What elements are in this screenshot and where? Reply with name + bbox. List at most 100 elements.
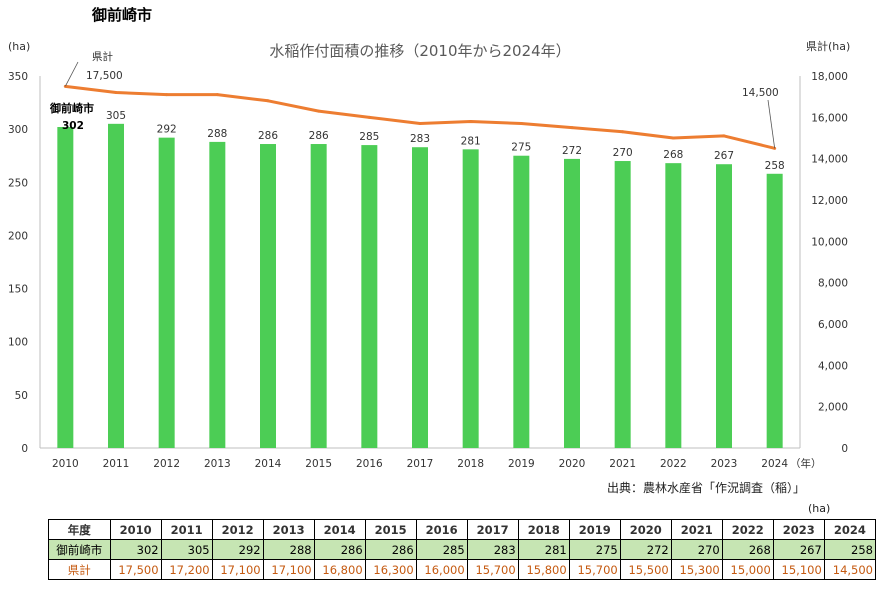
table-header-year: 2012 <box>211 519 264 540</box>
line-point <box>215 93 219 97</box>
y-tick-label-left: 0 <box>21 443 28 455</box>
table-cell: 285 <box>415 539 468 560</box>
line-point <box>722 134 726 138</box>
table-cell: 275 <box>568 539 621 560</box>
table-header-year: 2015 <box>364 519 417 540</box>
table-cell: 270 <box>670 539 723 560</box>
bar-value-label: 268 <box>663 149 683 161</box>
table-row-label: 御前崎市 <box>48 539 111 560</box>
line-point <box>570 126 574 130</box>
y-tick-label-left: 100 <box>8 337 28 349</box>
line-point <box>469 119 473 123</box>
table-cell: 302 <box>109 539 162 560</box>
table-header-year: 2013 <box>262 519 315 540</box>
table-row-pref: 県計 17,500 17,200 17,100 17,100 16,800 16,300 16… <box>48 559 876 580</box>
x-tick-label: 2022 <box>660 458 687 470</box>
table-cell: 267 <box>772 539 825 560</box>
bar <box>310 144 327 448</box>
x-tick-label: 2018 <box>457 458 484 470</box>
x-tick-label: 2013 <box>204 458 231 470</box>
table-cell: 286 <box>364 539 417 560</box>
y-tick-label-left: 300 <box>8 124 28 136</box>
table-cell: 281 <box>517 539 570 560</box>
bar <box>108 123 124 448</box>
x-tick-label: 2011 <box>103 458 130 470</box>
bar-series-label: 御前崎市 <box>49 101 94 115</box>
y-tick-label-right: 18,000 <box>811 71 848 83</box>
table-cell: 283 <box>466 539 519 560</box>
line-start-value: 17,500 <box>86 70 123 82</box>
table-header-year: 2014 <box>313 519 366 540</box>
table-cell: 15,100 <box>772 559 825 580</box>
y-tick-label-right: 0 <box>841 443 848 455</box>
bar-value-label: 286 <box>258 130 278 142</box>
x-tick-label: 2019 <box>508 458 535 470</box>
x-tick-label: 2015 <box>305 458 332 470</box>
table-cell: 15,800 <box>517 559 570 580</box>
table-header-label: 年度 <box>48 519 111 540</box>
chart-title: 水稲作付面積の推移（2010年から2024年） <box>269 42 570 60</box>
y-tick-label-right: 8,000 <box>818 278 848 290</box>
y-tick-label-right: 2,000 <box>818 402 848 414</box>
line-point <box>418 122 422 126</box>
table-cell: 16,300 <box>364 559 417 580</box>
line-end-leader <box>767 99 776 149</box>
line-point <box>367 115 371 119</box>
bar <box>766 173 783 449</box>
y-tick-label-right: 16,000 <box>811 112 848 124</box>
line-point <box>317 109 321 113</box>
x-tick-label: 2020 <box>559 458 586 470</box>
table-cell: 17,100 <box>211 559 264 580</box>
table-cell: 258 <box>823 539 876 560</box>
line-point <box>266 99 270 103</box>
line-point <box>519 122 523 126</box>
x-tick-label: 2012 <box>153 458 180 470</box>
table-cell: 16,800 <box>313 559 366 580</box>
table-cell: 14,500 <box>823 559 876 580</box>
bar <box>564 158 580 448</box>
line-start-leader <box>64 61 79 87</box>
bar-value-label: 272 <box>562 145 582 157</box>
line-point <box>114 91 118 95</box>
y-tick-label-right: 4,000 <box>818 360 848 372</box>
table-cell: 16,000 <box>415 559 468 580</box>
bar-value-label: 270 <box>613 147 633 159</box>
line-series-label: 県計 <box>92 50 113 63</box>
bar <box>260 144 276 448</box>
bar-value-label: 281 <box>461 135 481 147</box>
bar <box>57 127 74 448</box>
bar-value-label: 267 <box>714 150 734 162</box>
y-tick-label-left: 200 <box>8 230 28 242</box>
bar-value-label: 275 <box>511 142 531 154</box>
bar <box>412 147 428 448</box>
x-tick-label: 2014 <box>255 458 282 470</box>
x-tick-label: 2010 <box>52 458 79 470</box>
y-tick-label-left: 50 <box>15 390 28 402</box>
y-axis-unit-left: (ha) <box>8 40 30 53</box>
bar-value-label: 286 <box>309 130 329 142</box>
bar-value-label: 285 <box>359 131 379 143</box>
table-cell: 288 <box>262 539 315 560</box>
bar-value-label: 288 <box>207 128 227 140</box>
table-row-label: 県計 <box>48 559 111 580</box>
chart: 水稲作付面積の推移（2010年から2024年） (ha) 県計(ha) 0 50 100 1… <box>8 39 850 470</box>
bar <box>462 149 479 448</box>
bar-value-label: 258 <box>765 160 785 172</box>
page-heading: 御前崎市 <box>92 6 153 24</box>
y-tick-label-right: 10,000 <box>811 236 848 248</box>
table-cell: 15,300 <box>670 559 723 580</box>
table-cell: 15,500 <box>619 559 672 580</box>
x-tick-label: 2021 <box>609 458 636 470</box>
line-point <box>165 93 169 97</box>
bar-value-label: 283 <box>410 133 430 145</box>
bar <box>361 145 378 449</box>
bar <box>614 161 631 448</box>
table-header-year: 2023 <box>772 519 825 540</box>
table-header-year: 2021 <box>670 519 723 540</box>
table-header-year: 2011 <box>160 519 213 540</box>
table-cell: 17,200 <box>160 559 213 580</box>
x-axis-unit: （年） <box>790 457 822 470</box>
table-cell: 268 <box>721 539 774 560</box>
x-tick-label: 2016 <box>356 458 383 470</box>
table-header-year: 2017 <box>466 519 519 540</box>
